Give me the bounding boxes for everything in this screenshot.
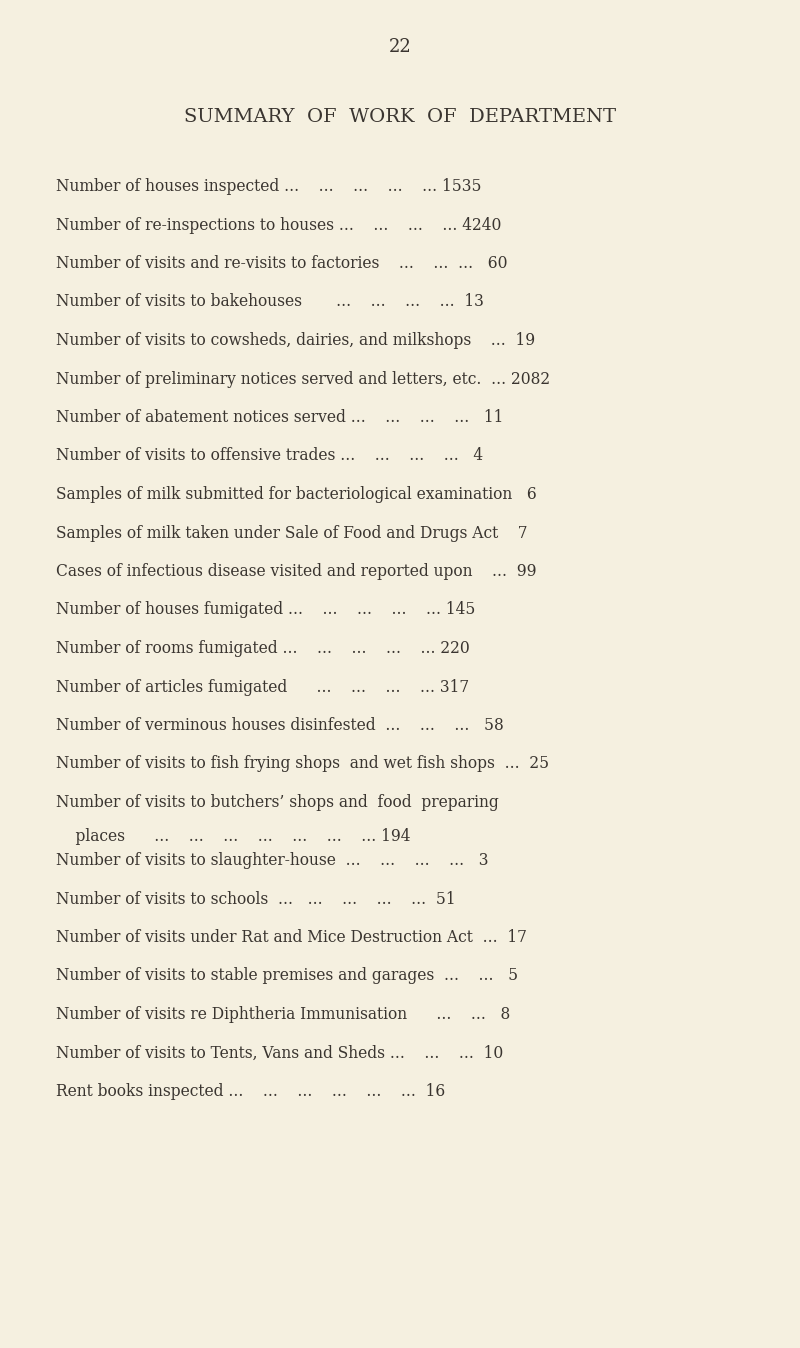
Text: Rent books inspected ...    ...    ...    ...    ...    ...  16: Rent books inspected ... ... ... ... ...…	[56, 1082, 446, 1100]
Text: Number of preliminary notices served and letters, etc.  ... 2082: Number of preliminary notices served and…	[56, 371, 550, 387]
Text: Number of visits to offensive trades ...    ...    ...    ...   4: Number of visits to offensive trades ...…	[56, 448, 483, 465]
Text: Number of visits and re-visits to factories    ...    ...  ...   60: Number of visits and re-visits to factor…	[56, 255, 507, 272]
Text: Number of visits to fish frying shops  and wet fish shops  ...  25: Number of visits to fish frying shops an…	[56, 755, 549, 772]
Text: Number of rooms fumigated ...    ...    ...    ...    ... 220: Number of rooms fumigated ... ... ... ..…	[56, 640, 470, 656]
Text: Number of abatement notices served ...    ...    ...    ...   11: Number of abatement notices served ... .…	[56, 408, 503, 426]
Text: Number of houses fumigated ...    ...    ...    ...    ... 145: Number of houses fumigated ... ... ... .…	[56, 601, 475, 619]
Text: Number of visits under Rat and Mice Destruction Act  ...  17: Number of visits under Rat and Mice Dest…	[56, 929, 527, 946]
Text: Samples of milk taken under Sale of Food and Drugs Act    7: Samples of milk taken under Sale of Food…	[56, 524, 527, 542]
Text: Number of visits to schools  ...   ...    ...    ...    ...  51: Number of visits to schools ... ... ... …	[56, 891, 456, 907]
Text: SUMMARY  OF  WORK  OF  DEPARTMENT: SUMMARY OF WORK OF DEPARTMENT	[184, 108, 616, 125]
Text: Number of houses inspected ...    ...    ...    ...    ... 1535: Number of houses inspected ... ... ... .…	[56, 178, 482, 195]
Text: 22: 22	[389, 38, 411, 57]
Text: Cases of infectious disease visited and reported upon    ...  99: Cases of infectious disease visited and …	[56, 563, 537, 580]
Text: Number of visits to butchers’ shops and  food  preparing: Number of visits to butchers’ shops and …	[56, 794, 498, 811]
Text: Number of visits re Diphtheria Immunisation      ...    ...   8: Number of visits re Diphtheria Immunisat…	[56, 1006, 510, 1023]
Text: Number of visits to stable premises and garages  ...    ...   5: Number of visits to stable premises and …	[56, 968, 518, 984]
Text: Number of visits to cowsheds, dairies, and milkshops    ...  19: Number of visits to cowsheds, dairies, a…	[56, 332, 535, 349]
Text: Number of visits to bakehouses       ...    ...    ...    ...  13: Number of visits to bakehouses ... ... .…	[56, 294, 484, 310]
Text: Number of visits to Tents, Vans and Sheds ...    ...    ...  10: Number of visits to Tents, Vans and Shed…	[56, 1045, 503, 1061]
Text: places      ...    ...    ...    ...    ...    ...    ... 194: places ... ... ... ... ... ... ... 194	[56, 828, 410, 845]
Text: Number of articles fumigated      ...    ...    ...    ... 317: Number of articles fumigated ... ... ...…	[56, 678, 469, 696]
Text: Number of visits to slaughter-house  ...    ...    ...    ...   3: Number of visits to slaughter-house ... …	[56, 852, 489, 869]
Text: Number of re-inspections to houses ...    ...    ...    ... 4240: Number of re-inspections to houses ... .…	[56, 217, 502, 233]
Text: Number of verminous houses disinfested  ...    ...    ...   58: Number of verminous houses disinfested .…	[56, 717, 504, 735]
Text: Samples of milk submitted for bacteriological examination   6: Samples of milk submitted for bacteriolo…	[56, 487, 537, 503]
